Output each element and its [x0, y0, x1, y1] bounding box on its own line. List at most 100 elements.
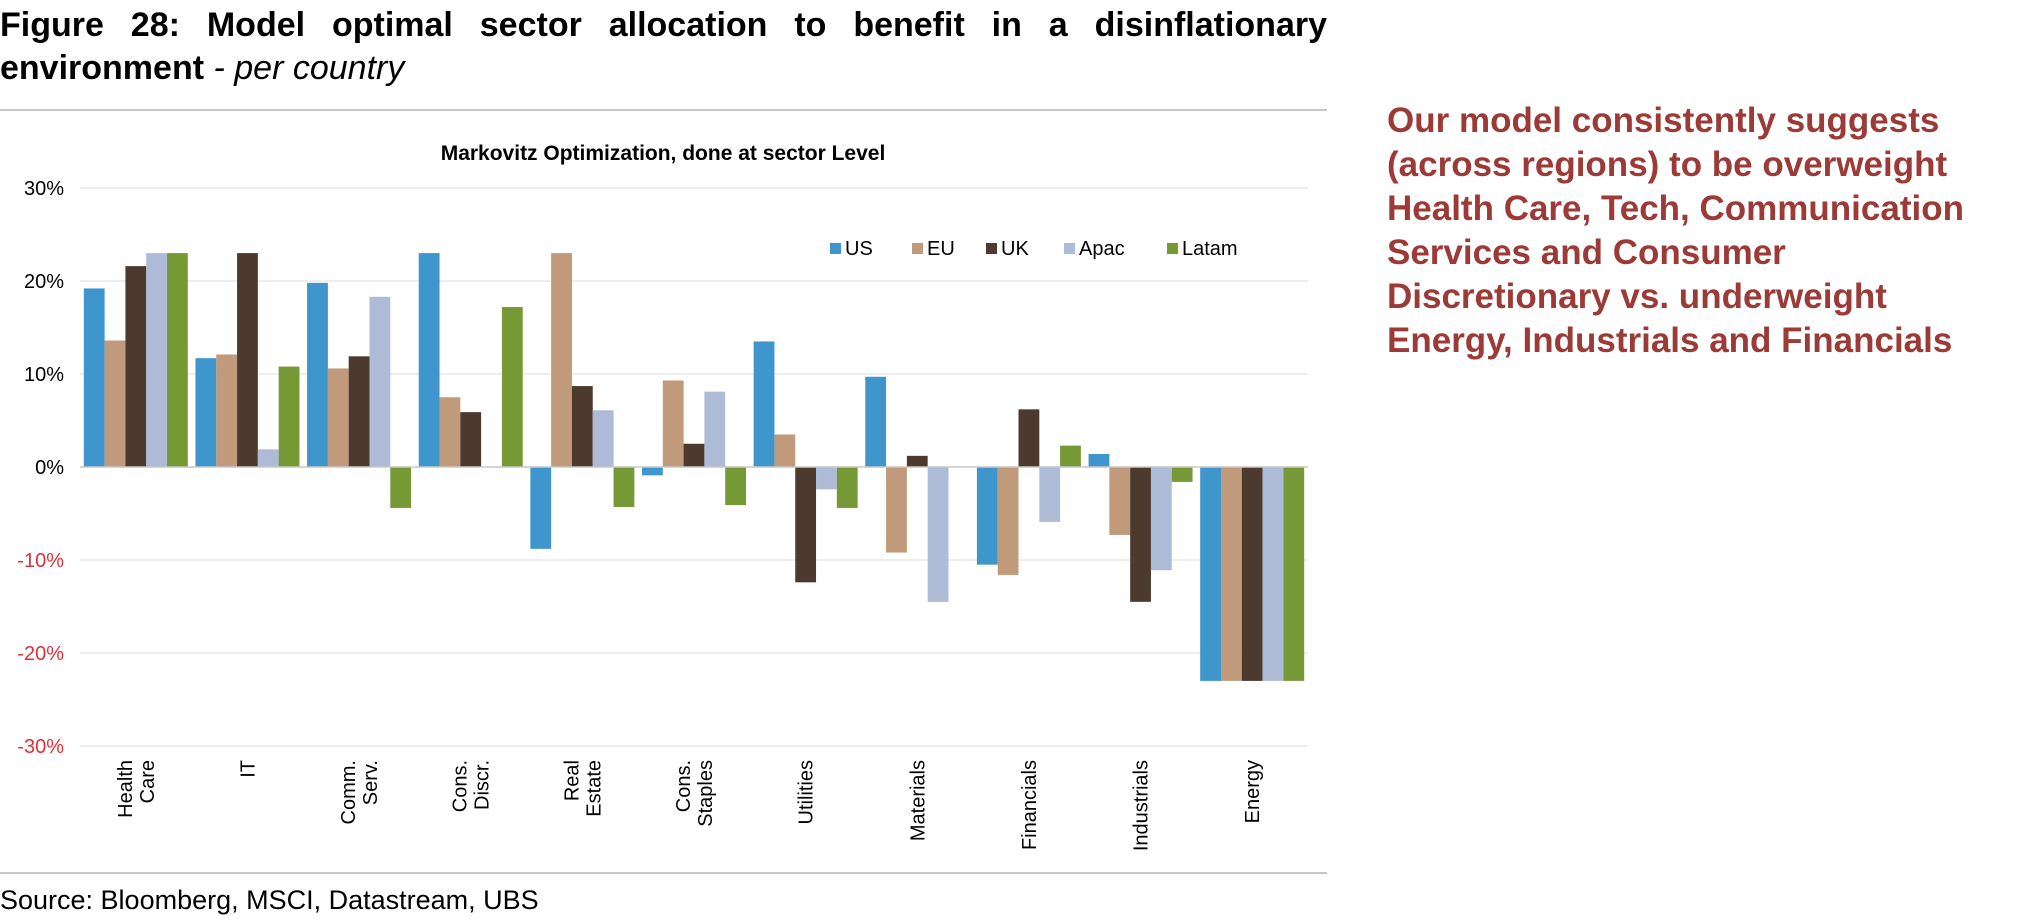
- x-category-label: Health Care: [115, 760, 159, 818]
- x-category-label: IT: [237, 760, 259, 778]
- bar-eu: [1109, 467, 1131, 535]
- bar-uk: [906, 455, 928, 467]
- x-category-label: Industrials: [1131, 760, 1153, 851]
- bar-latam: [390, 467, 412, 508]
- bar-us: [1088, 453, 1110, 467]
- y-axis-tick-labels: 30% 20% 10% 0% -10% -20% -30%: [17, 178, 64, 758]
- legend-item-eu: EU: [912, 238, 955, 260]
- bar-us: [83, 288, 105, 467]
- x-category-label: Cons. Staples: [673, 760, 717, 827]
- x-category-label-line: Estate: [583, 760, 605, 817]
- commentary-text: Our model consistently suggests (across …: [1387, 101, 1964, 360]
- bar-us: [865, 376, 887, 467]
- x-category-label-line: Comm.: [338, 760, 360, 824]
- x-category-label: Energy: [1242, 760, 1264, 823]
- bar-eu: [439, 397, 461, 467]
- x-category-label-line: Financials: [1019, 760, 1041, 850]
- bar-us: [1200, 467, 1221, 681]
- x-category-label-line: Cons.: [673, 760, 695, 812]
- bar-apac: [1039, 467, 1061, 522]
- bar-latam: [1283, 467, 1305, 681]
- x-category-label-line: Utilities: [796, 760, 818, 824]
- y-tick-label: 20%: [24, 271, 64, 293]
- x-category-label-line: Discr.: [472, 760, 494, 810]
- chart-title: Markovitz Optimization, done at sector L…: [441, 142, 886, 165]
- legend-swatch: [912, 243, 923, 254]
- x-axis-category-labels: Health Care IT Comm. Serv. Cons. Discr. Real Est…: [115, 760, 1264, 851]
- legend-label: Apac: [1079, 238, 1125, 260]
- bar-us: [976, 467, 998, 565]
- legend-label: US: [845, 238, 873, 260]
- figure-title-separator: -: [204, 49, 235, 87]
- bar-uk: [237, 253, 258, 467]
- bar-eu: [1220, 467, 1242, 681]
- x-category-label-line: Materials: [907, 760, 929, 841]
- x-category-label-line: Real: [561, 760, 583, 801]
- bar-eu: [216, 354, 238, 467]
- bar-uk: [125, 266, 147, 467]
- bar-latam: [167, 253, 188, 467]
- x-category-label: Materials: [907, 760, 929, 841]
- bar-uk: [683, 443, 705, 467]
- x-category-label: Cons. Discr.: [450, 760, 494, 812]
- bar-uk: [1241, 467, 1263, 681]
- bar-eu: [886, 467, 907, 553]
- figure-subtitle: per country: [234, 49, 405, 87]
- bar-uk: [1130, 467, 1151, 602]
- bar-eu: [104, 340, 126, 467]
- legend-item-us: US: [830, 238, 873, 260]
- bar-eu: [662, 380, 684, 467]
- bar-uk: [795, 467, 817, 583]
- bar-us: [307, 282, 328, 467]
- bar-apac: [369, 296, 391, 467]
- x-category-label-line: Care: [137, 760, 159, 803]
- bar-eu: [327, 368, 349, 467]
- bar-us: [195, 358, 217, 467]
- bar-uk: [1018, 409, 1040, 467]
- bar-us: [530, 467, 552, 549]
- x-category-label-line: Staples: [695, 760, 717, 827]
- y-tick-label: -20%: [17, 643, 64, 665]
- x-category-label-line: Energy: [1242, 760, 1264, 823]
- source-note: Source: Bloomberg, MSCI, Datastream, UBS: [0, 885, 539, 915]
- bar-eu: [997, 467, 1019, 575]
- legend-swatch: [986, 243, 997, 254]
- legend-label: UK: [1001, 238, 1029, 260]
- bar-latam: [836, 467, 858, 508]
- x-category-label-line: Cons.: [450, 760, 472, 812]
- bar-uk: [348, 356, 370, 467]
- legend-label: Latam: [1182, 238, 1238, 260]
- bar-apac: [704, 391, 726, 467]
- bar-latam: [613, 467, 635, 507]
- bar-us: [642, 467, 663, 476]
- bar-us: [418, 253, 440, 467]
- bar-latam: [1060, 445, 1081, 467]
- x-category-label: Real Estate: [561, 760, 605, 817]
- bar-latam: [1171, 467, 1193, 482]
- bar-apac: [592, 410, 614, 467]
- bar-eu: [774, 434, 796, 467]
- legend-label: EU: [927, 238, 955, 260]
- bar-uk: [571, 386, 593, 467]
- bar-us: [753, 341, 775, 467]
- x-category-label: Utilities: [796, 760, 818, 824]
- y-tick-label: 30%: [24, 178, 64, 200]
- legend-swatch: [1064, 243, 1075, 254]
- y-tick-label: 0%: [35, 457, 64, 479]
- figure-title-main: Figure 28: Model optimal sector allocati…: [0, 6, 1327, 87]
- x-category-label-line: Health: [115, 760, 137, 818]
- bar-apac: [816, 467, 837, 490]
- bar-apac: [146, 253, 168, 467]
- y-tick-label: -30%: [17, 736, 64, 758]
- legend-item-latam: Latam: [1167, 238, 1238, 260]
- legend-swatch: [830, 243, 841, 254]
- bar-latam: [725, 467, 746, 506]
- bar-apac: [927, 467, 949, 602]
- y-tick-label: -10%: [17, 550, 64, 572]
- bar-chart: Markovitz Optimization, done at sector L…: [17, 142, 1308, 851]
- x-category-label-line: Serv.: [360, 760, 382, 805]
- bar-apac: [1262, 467, 1284, 681]
- x-category-label-line: Industrials: [1131, 760, 1153, 851]
- bars: [83, 253, 1305, 681]
- top-divider: [0, 109, 1327, 111]
